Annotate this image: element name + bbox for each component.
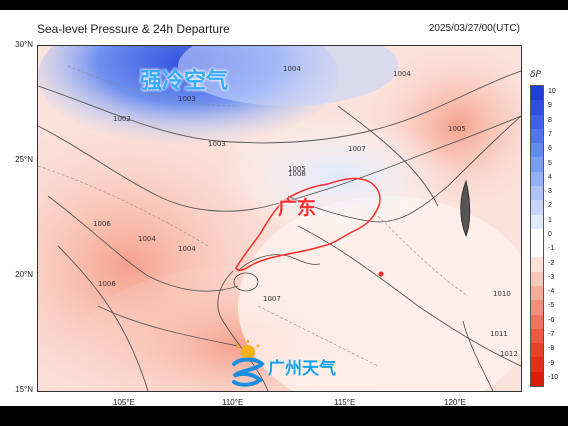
isobar-label: 1002 [113,115,131,123]
colorbar-segment [531,371,543,387]
colorbar-segment [531,228,543,244]
colorbar-tick-label: 2 [548,202,552,210]
colorbar-tick-label: 1 [548,216,552,224]
lat-tick-label: 30°N [15,40,33,49]
cold-air-label: 强冷空气 [140,69,229,94]
isobar-label: 1004 [138,235,156,243]
isobar-label: 1004 [283,65,301,73]
guangdong-outline [235,177,381,271]
colorbar-tick-label: -8 [548,345,555,353]
colorbar-tick-label: -3 [548,273,555,281]
colorbar-tick-label: 5 [548,159,552,167]
lon-tick-label: 120°E [444,398,466,407]
colorbar-tick-label: 7 [548,131,552,138]
island-marker [378,271,384,277]
isobar-label: 1010 [493,290,511,298]
colorbar-segment [531,286,543,301]
colorbar-segment [531,128,543,144]
lon-tick-label: 115°E [334,398,356,407]
lat-tick-label: 15°N [15,385,33,394]
colorbar-tick-label: -2 [548,259,555,267]
colorbar-tick-label: 10 [548,88,556,96]
colorbar-segment [531,157,543,173]
colorbar-segment [531,300,543,316]
colorbar-tick-label: -6 [548,316,555,324]
colorbar [530,85,544,387]
isobar-label: 1006 [98,280,116,288]
coastline-luzon [462,320,494,391]
map-title: Sea-level Pressure & 24h Departure [37,22,230,36]
colorbar-segment [531,243,543,258]
colorbar-segment [531,200,543,216]
lon-tick-label: 110°E [222,398,244,407]
colorbar-segment [531,114,543,130]
colorbar-segment [531,214,543,230]
coastline-china [287,115,521,223]
figure-frame: Sea-level Pressure & 24h Departure 2025/… [0,10,568,407]
colorbar-tick-label: 9 [548,102,552,110]
isobar-label: 1011 [490,330,508,338]
pressure-map: 1002 1003 1004 1004 1003 1005 1007 1005 … [37,45,522,392]
isobar-label: 1012 [500,350,518,358]
colorbar-tick-label: -10 [548,373,559,381]
colorbar-segment [531,143,543,158]
colorbar-tick-label: -9 [548,359,555,367]
colorbar-tick-label: -7 [548,331,555,338]
lat-tick-label: 25°N [15,155,33,164]
isobar-label: 1003 [208,140,226,148]
lon-tick-label: 105°E [113,398,135,407]
colorbar-segment [531,257,543,273]
guangdong-label: 广东 [278,197,317,219]
isobar-label: 1006 [93,220,111,228]
colorbar-segment [531,271,543,287]
sea-field [238,196,521,391]
colorbar-tick-label: 4 [548,173,552,181]
hainan-island [233,272,259,292]
colorbar-segment [531,357,543,373]
colorbar-segment [531,343,543,358]
colorbar-segment [531,100,543,116]
colorbar-tick-label: -1 [548,245,555,253]
colorbar-tick-label: -5 [548,302,555,310]
guangzhou-weather-logo-icon [232,340,265,387]
coastline-gulf [237,254,321,272]
isobar-labels: 1002 1003 1004 1004 1003 1005 1007 1005 … [93,65,518,358]
lat-tick-label: 20°N [15,270,33,279]
isobar-label: 1003 [178,95,196,103]
isobar-label: 1004 [393,70,411,78]
colorbar-segment [531,328,543,344]
colorbar-segment [531,86,543,101]
isobar-label: 1007 [348,145,366,153]
colorbar-tick-label: 8 [548,116,552,124]
isobar-lines [38,70,521,391]
taiwan-island [460,179,471,238]
cold-anomaly-edge [178,46,398,106]
coastline-vietnam [217,270,269,391]
colorbar-tick-label: 0 [548,231,552,238]
map-timestamp: 2025/03/27/00(UTC) [428,23,520,34]
isobar-label: 1008 [288,170,306,178]
colorbar-segment [531,314,543,330]
colorbar-segment [531,171,543,187]
isobar-label: 1005 [288,165,306,173]
colorbar-tick-label: -4 [548,288,555,296]
isobar-label: 1005 [448,125,466,133]
logo-text: 广州天气 [268,359,336,379]
colorbar-tick-label: 3 [548,188,552,196]
map-canvas: 1002 1003 1004 1004 1003 1005 1007 1005 … [38,46,521,391]
departure-lines [38,65,469,367]
isobar-label: 1004 [178,245,196,253]
colorbar-segment [531,186,543,201]
isobar-label: 1007 [263,295,281,303]
colorbar-title: δP [530,70,541,80]
colorbar-tick-label: 6 [548,145,552,153]
